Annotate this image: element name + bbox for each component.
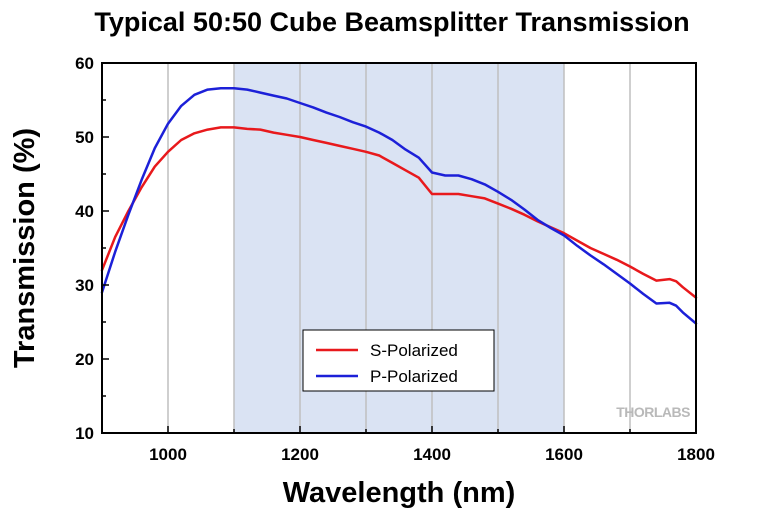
y-tick-label: 40 xyxy=(75,202,94,221)
x-tick-label: 1400 xyxy=(413,445,451,464)
y-tick-label: 10 xyxy=(75,424,94,443)
legend-label-s-polarized: S-Polarized xyxy=(370,341,458,360)
legend-label-p-polarized: P-Polarized xyxy=(370,367,458,386)
x-tick-label: 1200 xyxy=(281,445,319,464)
y-axis-label: Transmission (%) xyxy=(9,128,41,368)
y-tick-label: 20 xyxy=(75,350,94,369)
y-tick-label: 30 xyxy=(75,276,94,295)
series-line-s-polarized xyxy=(100,126,698,299)
y-tick-label: 50 xyxy=(75,128,94,147)
x-tick-label: 1000 xyxy=(149,445,187,464)
legend: S-Polarized P-Polarized xyxy=(302,329,495,392)
x-tick-label: 1800 xyxy=(677,445,715,464)
x-tick-label: 1600 xyxy=(545,445,583,464)
axis-ticks xyxy=(101,62,697,434)
chart-title: Typical 50:50 Cube Beamsplitter Transmis… xyxy=(94,7,689,37)
x-axis-label: Wavelength (nm) xyxy=(283,477,516,509)
series-line-p-polarized xyxy=(100,86,698,325)
thorlabs-logo: THORLABS xyxy=(616,404,690,420)
series-lines xyxy=(100,86,698,325)
legend-box xyxy=(302,329,495,392)
tick-labels: 1000 1200 1400 1600 1800 10 20 30 40 50 60 xyxy=(75,54,715,464)
y-tick-label: 60 xyxy=(75,54,94,73)
